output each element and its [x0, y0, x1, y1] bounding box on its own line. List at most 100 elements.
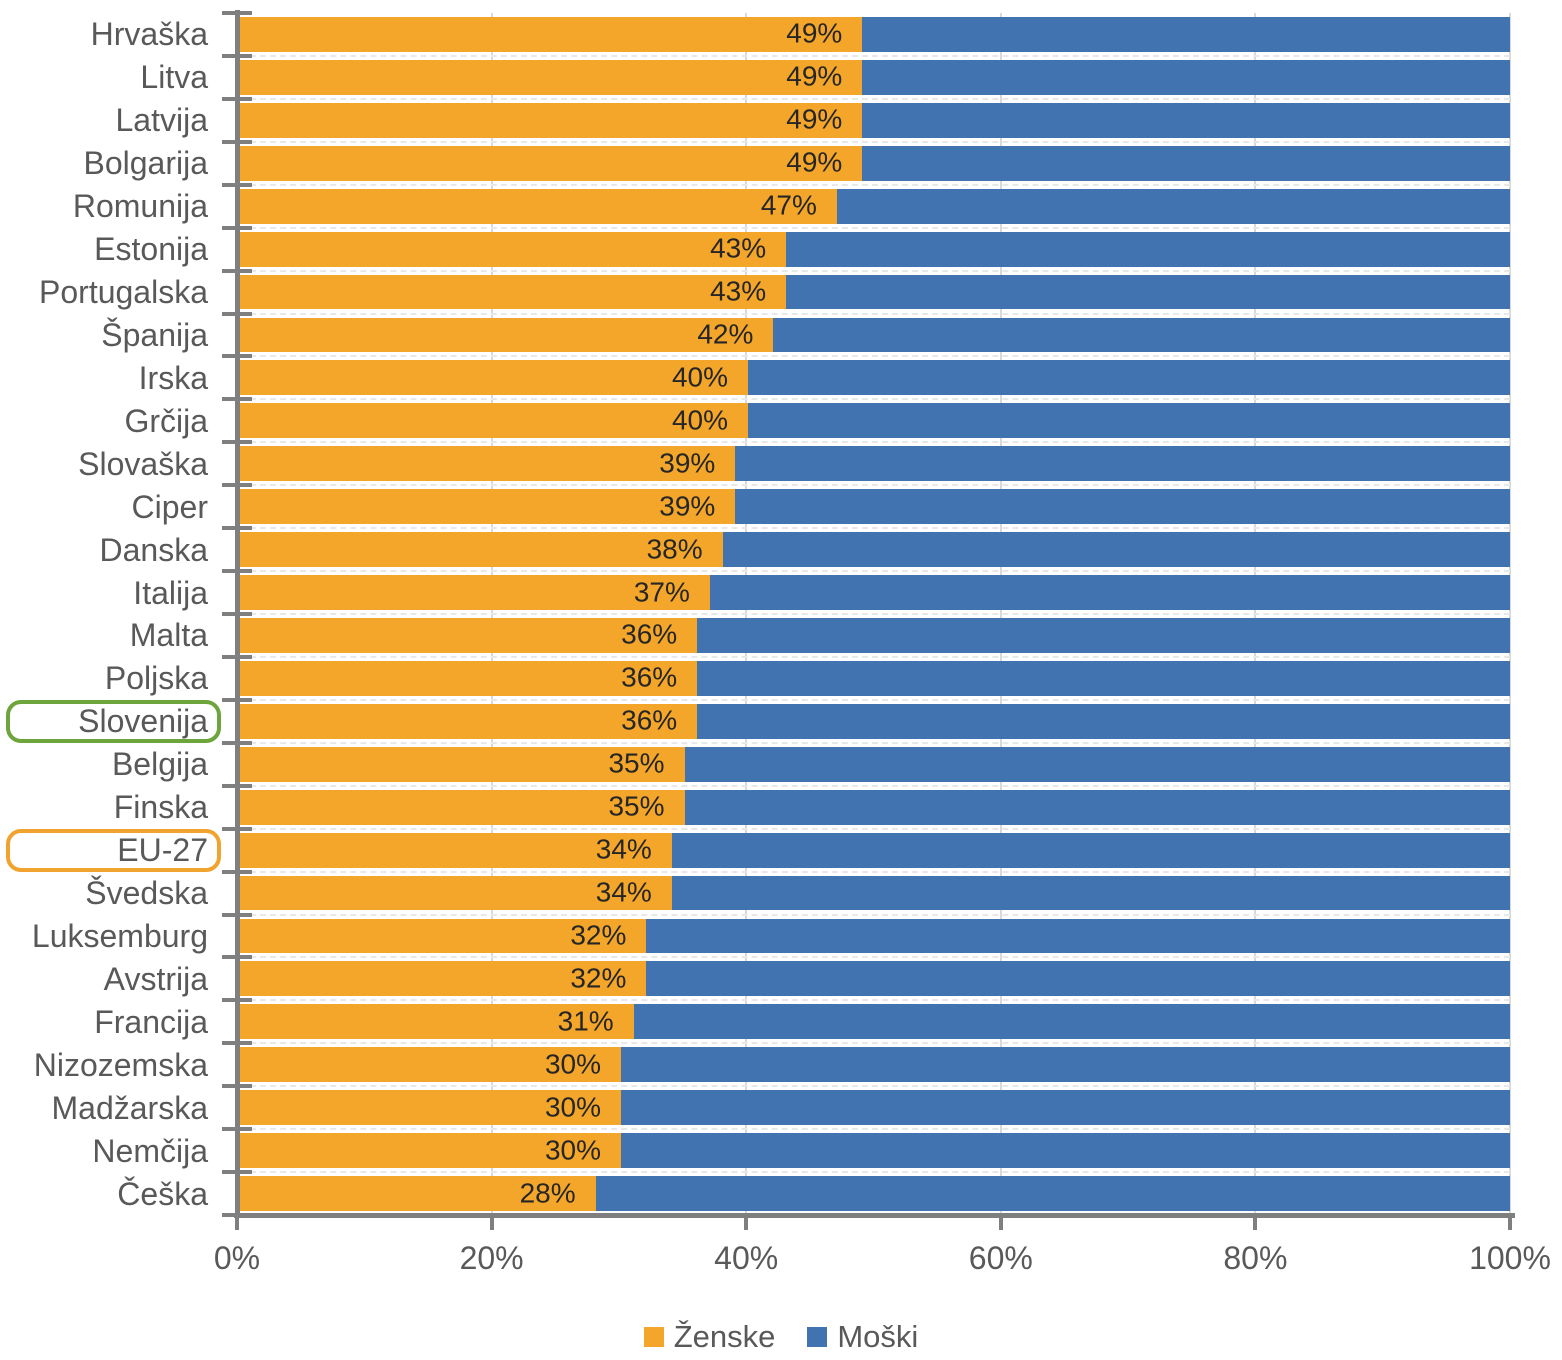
zenske-bar-segment [240, 446, 736, 482]
bar-value-label: 36% [621, 618, 678, 650]
moski-bar-segment [786, 274, 1510, 310]
bar-value-label: 49% [786, 146, 843, 178]
moski-bar-segment [697, 703, 1510, 739]
bar-value-label: 31% [557, 1005, 614, 1037]
x-axis-tick-label: 100% [1469, 1240, 1551, 1276]
y-axis-tick [222, 311, 252, 316]
bar-value-label: 39% [659, 490, 716, 522]
zenske-bar-segment [240, 618, 698, 653]
bar-row: 36% [240, 618, 1510, 653]
moski-bar-segment [697, 660, 1510, 696]
y-axis-tick [222, 225, 252, 230]
zenske-bar-segment [240, 59, 863, 95]
zenske-bar-segment [240, 789, 685, 825]
x-axis-tick-label: 60% [968, 1240, 1033, 1276]
bar-value-label: 30% [544, 1133, 601, 1165]
legend-swatch-icon [807, 1327, 828, 1347]
category-boundary-gridline [240, 97, 1510, 100]
legend-item-moški: Moški [807, 1319, 918, 1355]
moski-bar-segment [722, 532, 1510, 568]
bar-row: 30% [240, 1090, 1510, 1126]
category-label: Estonija [94, 231, 208, 268]
category-label: Slovenija [78, 703, 208, 740]
category-boundary-gridline [240, 698, 1510, 701]
zenske-bar-segment [240, 1004, 634, 1040]
x-axis-tick [489, 1215, 494, 1230]
moski-bar-segment [697, 618, 1510, 653]
y-axis-tick [222, 826, 252, 831]
bar-value-label: 35% [608, 747, 665, 779]
category-boundary-gridline [240, 484, 1510, 487]
bar-row: 49% [240, 59, 1510, 95]
category-boundary-gridline [240, 1128, 1510, 1131]
category-label: Nemčija [92, 1132, 208, 1169]
zenske-bar-segment [240, 918, 647, 954]
category-boundary-gridline [240, 913, 1510, 916]
zenske-bar-segment [240, 1133, 621, 1169]
bar-row: 28% [240, 1176, 1510, 1211]
bar-value-label: 34% [595, 833, 652, 865]
category-boundary-gridline [240, 527, 1510, 530]
bar-value-label: 49% [786, 103, 843, 135]
bar-value-label: 36% [621, 704, 678, 736]
bar-value-label: 37% [633, 575, 690, 607]
highlight-box-eu-27 [6, 828, 221, 872]
category-label: Ciper [131, 488, 208, 525]
zenske-bar-segment [240, 575, 710, 610]
bar-value-label: 47% [760, 189, 817, 221]
moski-bar-segment [862, 17, 1510, 52]
y-axis-tick [222, 1041, 252, 1046]
category-boundary-gridline [240, 956, 1510, 959]
category-boundary-gridline [240, 226, 1510, 229]
bar-row: 35% [240, 789, 1510, 825]
zenske-bar-segment [240, 17, 863, 52]
zenske-bar-segment [240, 188, 837, 224]
category-boundary-gridline [240, 183, 1510, 186]
category-boundary-gridline [240, 355, 1510, 358]
x-axis-tick [1253, 1215, 1258, 1230]
category-label: Nizozemska [33, 1046, 208, 1083]
bar-row: 32% [240, 961, 1510, 997]
category-boundary-gridline [240, 827, 1510, 830]
category-boundary-gridline [240, 312, 1510, 315]
y-axis-tick [222, 440, 252, 445]
zenske-bar-segment [240, 875, 672, 911]
y-axis-tick [222, 526, 252, 531]
y-axis-tick [222, 268, 252, 273]
moski-bar-segment [735, 489, 1510, 525]
y-axis-tick [222, 397, 252, 402]
y-axis-tick [222, 96, 252, 101]
category-label: Danska [99, 531, 209, 568]
category-boundary-gridline [240, 870, 1510, 873]
bar-value-label: 28% [519, 1176, 576, 1208]
y-axis-tick [222, 697, 252, 702]
category-boundary-gridline [240, 613, 1510, 615]
zenske-bar-segment [240, 102, 863, 138]
zenske-bar-segment [240, 961, 647, 997]
bar-value-label: 43% [710, 232, 767, 264]
y-axis-tick [222, 998, 252, 1003]
bar-row: 49% [240, 145, 1510, 181]
category-boundary-gridline [240, 655, 1510, 658]
bar-row: 39% [240, 446, 1510, 482]
zenske-bar-segment [240, 403, 748, 439]
zenske-bar-segment [240, 1090, 621, 1126]
gridline [1509, 13, 1511, 1215]
category-boundary-gridline [240, 1085, 1510, 1088]
category-boundary-gridline [240, 741, 1510, 744]
moski-bar-segment [748, 403, 1510, 439]
bar-row: 39% [240, 489, 1510, 525]
zenske-bar-segment [240, 746, 685, 782]
category-label: EU-27 [117, 832, 208, 869]
category-label: Avstrija [103, 960, 208, 997]
bar-value-label: 38% [646, 532, 703, 564]
bar-row: 35% [240, 746, 1510, 782]
zenske-bar-segment [240, 832, 672, 868]
bar-value-label: 40% [671, 404, 728, 436]
category-label: Italija [133, 574, 208, 611]
zenske-bar-segment [240, 489, 736, 525]
category-boundary-gridline [240, 999, 1510, 1002]
moski-bar-segment [684, 746, 1510, 782]
y-axis-tick [222, 569, 252, 574]
legend-label: Moški [837, 1319, 919, 1354]
